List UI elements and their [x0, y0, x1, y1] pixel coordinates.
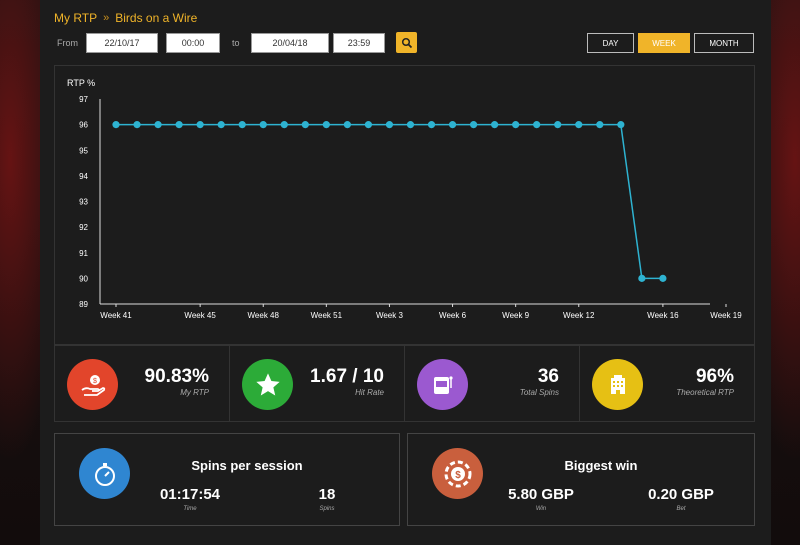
spins-value: 18 [318, 486, 336, 503]
hand-money-icon: $ [67, 359, 118, 410]
from-time-field[interactable]: 00:00 [166, 33, 220, 53]
stat-theoretical-rtp: 96% Theoretical RTP [580, 346, 754, 421]
data-point [196, 121, 204, 129]
data-point [175, 121, 183, 129]
breadcrumb-root[interactable]: My RTP [54, 11, 98, 25]
win-label: Win [535, 506, 547, 512]
data-point [659, 274, 667, 282]
y-tick-label: 94 [79, 172, 88, 181]
data-point [280, 121, 288, 129]
breadcrumb: My RTP » Birds on a Wire [54, 11, 197, 25]
stat-value: 96% [695, 366, 734, 387]
series-line [116, 123, 663, 280]
x-tick-label: Week 3 [376, 311, 404, 320]
time-label: Time [183, 506, 197, 512]
data-point [133, 121, 141, 129]
data-point [343, 121, 351, 129]
to-date-field[interactable]: 20/04/18 [251, 33, 329, 53]
stat-caption: My RTP [180, 388, 209, 397]
y-tick-label: 90 [79, 274, 88, 283]
data-point [469, 121, 478, 129]
tab-day[interactable]: DAY [587, 33, 634, 53]
data-point [322, 121, 330, 129]
data-point [259, 121, 267, 129]
stopwatch-icon [79, 448, 130, 499]
data-point [448, 121, 457, 129]
data-point [617, 121, 625, 129]
data-point [238, 121, 246, 129]
data-point [427, 121, 436, 129]
tab-week[interactable]: WEEK [638, 33, 690, 53]
stat-value: 36 [537, 366, 559, 387]
card-title: Biggest win [564, 458, 638, 473]
svg-text:$: $ [93, 378, 97, 385]
data-point [217, 121, 225, 129]
card-title: Spins per session [191, 458, 303, 473]
chip-icon: $ [432, 448, 483, 499]
data-point [596, 121, 604, 129]
data-point [406, 121, 415, 129]
star-icon [242, 359, 293, 410]
rtp-line-chart: RTP % 97 96 95 94 93 92 91 90 89 Week 41 Week 45 Wee… [67, 78, 742, 320]
bet-label: Bet [676, 506, 686, 512]
data-point [512, 121, 520, 129]
data-point [112, 121, 120, 129]
data-point [533, 121, 541, 129]
y-tick-label: 95 [79, 146, 88, 155]
tab-month[interactable]: MONTH [694, 33, 754, 53]
from-label: From [57, 38, 78, 48]
bet-value: 0.20 GBP [648, 486, 714, 503]
data-point [364, 121, 373, 129]
stat-my-rtp: $ 90.83% My RTP [55, 346, 230, 421]
stat-value: 90.83% [144, 366, 209, 387]
y-tick-label: 91 [79, 249, 88, 258]
x-tick-label: Week 51 [311, 311, 343, 320]
stat-caption: Hit Rate [355, 388, 384, 397]
from-date-field[interactable]: 22/10/17 [86, 33, 158, 53]
x-tick-label: Week 12 [563, 311, 595, 320]
stats-row: $ 90.83% My RTP 1.67 / 10 Hit Rate 36 To… [54, 345, 755, 422]
to-label: to [232, 38, 240, 48]
stat-caption: Theoretical RTP [676, 388, 734, 397]
y-tick-label: 92 [79, 223, 88, 232]
slot-machine-icon [417, 359, 468, 410]
x-tick-label: Week 19 [710, 311, 742, 320]
biggest-win-card: $ Biggest win 5.80 GBP Win 0.20 GBP Bet [407, 433, 755, 526]
stat-caption: Total Spins [519, 388, 559, 397]
stat-total-spins: 36 Total Spins [405, 346, 580, 421]
x-tick-label: Week 48 [248, 311, 280, 320]
y-tick-label: 96 [79, 121, 88, 130]
y-tick-label: 93 [79, 198, 88, 207]
stat-hit-rate: 1.67 / 10 Hit Rate [230, 346, 405, 421]
data-point [154, 121, 162, 129]
spins-label: Spins [319, 506, 335, 512]
x-tick-label: Week 41 [100, 311, 132, 320]
win-value: 5.80 GBP [508, 486, 574, 503]
data-point [575, 121, 583, 129]
data-point [301, 121, 309, 129]
breadcrumb-current: Birds on a Wire [115, 11, 198, 25]
search-icon [401, 37, 412, 48]
x-tick-label: Week 9 [502, 311, 530, 320]
breadcrumb-separator: » [103, 12, 110, 24]
search-button[interactable] [396, 32, 417, 53]
rtp-chart-container: RTP % 97 96 95 94 93 92 91 90 89 Week 41 Week 45 Wee… [54, 65, 755, 345]
time-value: 01:17:54 [159, 486, 221, 503]
data-point [385, 121, 394, 129]
data-point [638, 274, 646, 282]
x-tick-label: Week 6 [439, 311, 467, 320]
y-tick-label: 97 [79, 95, 88, 104]
data-point [491, 121, 499, 129]
stat-value: 1.67 / 10 [310, 366, 384, 387]
spins-per-session-card: Spins per session 01:17:54 Time 18 Spins [54, 433, 400, 526]
svg-text:$: $ [455, 470, 461, 481]
data-point [554, 121, 562, 129]
x-tick-label: Week 45 [184, 311, 216, 320]
x-tick-label: Week 16 [647, 311, 679, 320]
y-tick-label: 89 [79, 300, 88, 309]
to-time-field[interactable]: 23:59 [333, 33, 385, 53]
building-icon [592, 359, 643, 410]
y-axis-label: RTP % [67, 78, 95, 88]
